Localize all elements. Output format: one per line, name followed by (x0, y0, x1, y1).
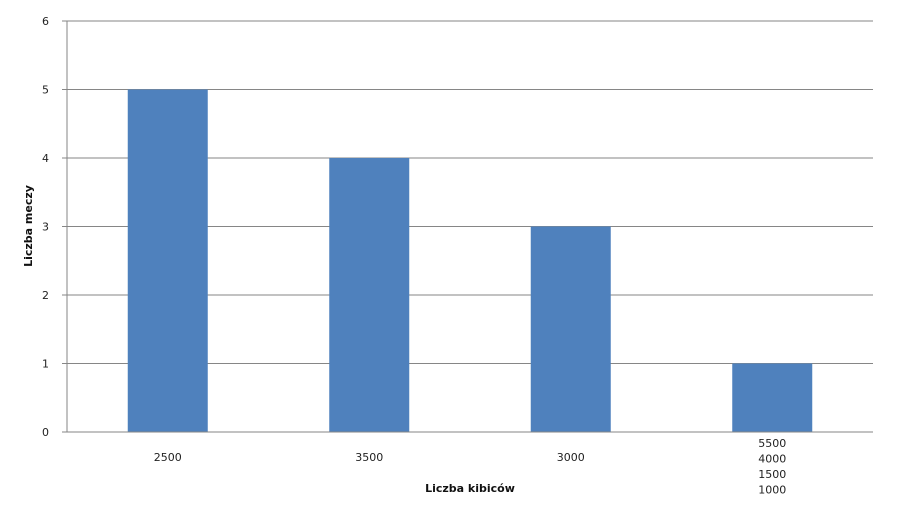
bar (329, 158, 410, 432)
y-tick-label: 2 (42, 289, 49, 302)
y-tick-label: 6 (42, 15, 49, 28)
bars (127, 89, 813, 432)
bar (127, 89, 208, 432)
bar (732, 363, 813, 432)
y-tick-label: 5 (42, 84, 49, 97)
y-tick-label: 0 (42, 426, 49, 439)
y-tick-label: 3 (42, 221, 49, 234)
bar (530, 226, 611, 432)
y-tick-labels: 0 1 2 3 4 5 6 (42, 15, 49, 439)
y-axis-title: Liczba meczy (22, 185, 35, 267)
x-axis-title: Liczba kibiców (425, 482, 515, 495)
x-tick-label: 2500 (154, 451, 182, 464)
x-tick-label: 5500 4000 1500 1000 (758, 437, 786, 497)
axes (62, 20, 873, 433)
y-tick-label: 4 (42, 152, 49, 165)
x-tick-labels: 2500 3500 3000 5500 4000 1500 1000 (154, 437, 787, 497)
x-tick-label: 3500 (355, 451, 383, 464)
y-tick-label: 1 (42, 358, 49, 371)
x-tick-label: 3000 (557, 451, 585, 464)
